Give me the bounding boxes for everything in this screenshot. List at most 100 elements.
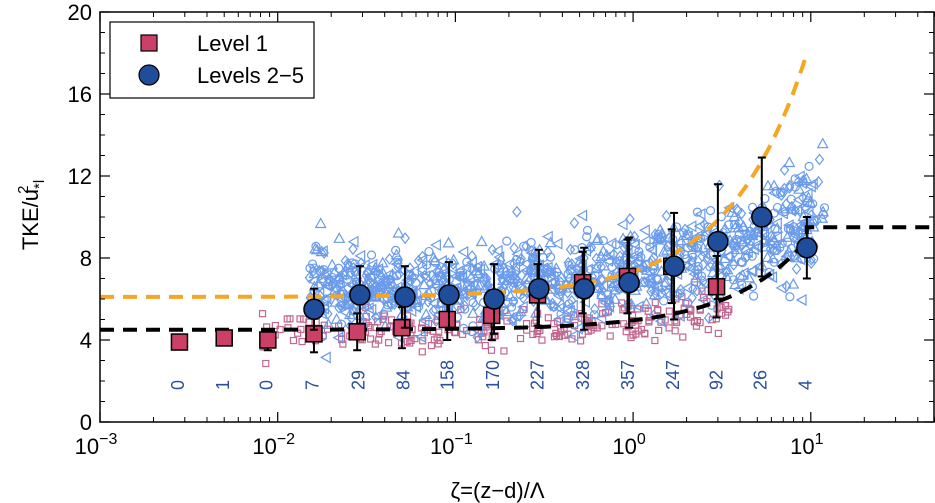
raw-point [481,272,492,285]
raw-point [546,299,556,312]
raw-point [679,249,690,260]
raw-point [452,300,463,313]
raw-point [521,240,531,253]
raw-point [616,218,628,231]
raw-point [782,245,795,257]
raw-point [470,299,481,312]
raw-point [792,193,804,206]
raw-point [507,314,518,327]
raw-point [405,304,417,318]
raw-point [512,205,522,218]
raw-point [772,202,783,213]
data-point [707,277,726,296]
data-point [483,288,505,310]
raw-point [309,263,319,273]
raw-point [385,274,396,287]
raw-point [478,270,491,282]
raw-point [718,222,731,234]
raw-point [422,260,432,270]
raw-point [418,348,426,356]
raw-point [509,261,521,274]
raw-point [750,239,762,252]
raw-point [778,186,789,199]
raw-point [791,262,802,275]
raw-point [765,242,776,255]
raw-point [577,337,585,345]
raw-point [379,309,389,319]
raw-point [740,252,750,263]
data-point [259,331,277,349]
raw-point [744,227,756,240]
raw-point [561,331,569,339]
raw-point [516,334,525,343]
raw-point [328,265,341,277]
raw-point [366,258,378,271]
raw-point [627,333,635,342]
raw-point [758,230,770,243]
raw-point [458,323,469,333]
raw-point [511,265,521,278]
data-point [438,284,460,306]
raw-point [660,231,672,244]
raw-point [714,329,722,338]
raw-point [611,240,621,250]
raw-point [322,318,335,329]
raw-point [563,305,573,315]
data-point [215,329,233,347]
raw-point [332,273,343,286]
raw-point [328,283,341,295]
data-point [751,206,773,228]
raw-point [304,271,315,284]
raw-point [520,271,533,282]
raw-point [349,301,359,314]
raw-point [698,275,708,288]
raw-point [598,259,611,271]
raw-point [416,263,427,276]
raw-point [714,179,725,192]
raw-point [793,182,806,194]
raw-point [551,278,564,290]
raw-point [271,321,279,330]
raw-point [739,233,751,246]
raw-point [551,237,563,250]
raw-point [454,264,465,277]
raw-point [737,280,747,290]
raw-point [419,269,430,282]
raw-point [555,332,563,341]
raw-point [359,309,372,321]
raw-point [789,231,799,244]
raw-point [541,230,553,243]
raw-point [681,282,693,295]
raw-point [629,238,640,251]
raw-point [729,221,742,233]
raw-point [679,333,687,341]
raw-point [659,279,670,292]
raw-point [323,307,333,320]
raw-point [528,256,541,268]
count-label: 247 [663,360,683,390]
background-scatter [258,137,830,368]
raw-point [472,331,483,344]
raw-point [768,179,781,191]
raw-point [727,239,738,252]
raw-point [437,262,450,274]
raw-point [515,256,525,267]
raw-point [595,312,607,325]
raw-point [407,336,415,345]
raw-point [806,209,817,222]
legend-label: Levels 2−5 [197,63,304,88]
raw-point [697,293,709,306]
raw-point [543,264,556,276]
raw-point [427,341,436,350]
raw-point [428,304,439,317]
raw-point [721,266,731,279]
raw-point [415,272,426,285]
raw-point [698,287,706,295]
raw-point [806,177,818,190]
raw-point [789,229,800,242]
raw-point [802,198,813,208]
raw-point [649,309,659,322]
raw-point [702,251,713,264]
raw-point [606,332,614,340]
